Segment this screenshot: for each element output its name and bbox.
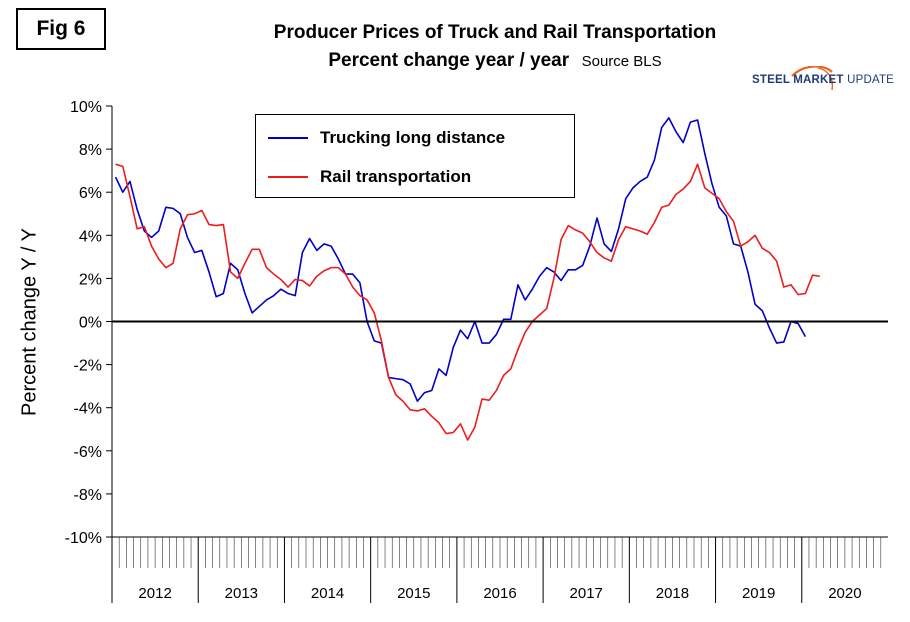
x-year-label: 2019 (742, 585, 775, 602)
series-line-rail (115, 163, 820, 441)
y-tick-label: -6% (74, 444, 102, 461)
x-year-label: 2017 (570, 585, 603, 602)
x-year-label: 2014 (311, 585, 344, 602)
legend-label-rail: Rail transportation (320, 167, 472, 186)
chart-subtitle: Percent change year / year (328, 50, 570, 71)
y-tick-label: 4% (79, 228, 102, 245)
x-axis-year-labels: 2012 2013 2014 2015 2016 2017 2018 2019 2020 (138, 585, 861, 602)
logo-text: STEEL MARKET UPDATE (752, 74, 894, 86)
y-tick-label: -8% (74, 487, 102, 504)
y-tick-label: 8% (79, 142, 102, 159)
y-axis (106, 105, 112, 538)
x-year-label: 2012 (138, 585, 171, 602)
legend-label-trucking: Trucking long distance (320, 128, 506, 147)
logo-steel: STEEL (752, 74, 790, 86)
y-axis-labels: 10% 8% 6% 4% 2% 0% -2% -4% -6% -8% -10% (65, 99, 102, 547)
y-axis-title: Percent change Y / Y (18, 228, 41, 416)
chart-source: Source BLS (581, 53, 662, 70)
y-tick-label: 2% (79, 271, 102, 288)
x-year-label: 2015 (397, 585, 430, 602)
logo-swoosh-icon (791, 66, 834, 91)
logo-update: UPDATE (847, 74, 895, 86)
y-tick-label: 6% (79, 185, 102, 202)
x-year-label: 2013 (225, 585, 258, 602)
logo-market: MARKET (793, 74, 844, 86)
legend-item-trucking: Trucking long distance (268, 126, 505, 150)
x-axis-ticks (112, 536, 888, 603)
y-tick-label: -10% (65, 530, 102, 547)
x-year-label: 2016 (483, 585, 516, 602)
y-tick-label: 0% (79, 315, 102, 332)
chart-subtitle-row: Percent change year / year Source BLS (180, 50, 810, 72)
legend-item-rail: Rail transportation (268, 165, 471, 189)
series-line-trucking (114, 117, 807, 403)
x-year-label: 2020 (828, 585, 861, 602)
legend-swatch-trucking (268, 137, 308, 139)
series-lines (114, 117, 820, 441)
legend-swatch-rail (268, 176, 308, 178)
x-year-label: 2018 (656, 585, 689, 602)
y-tick-label: -4% (74, 401, 102, 418)
y-tick-label: -2% (74, 358, 102, 375)
figure-badge: Fig 6 (16, 8, 106, 50)
chart-title: Producer Prices of Truck and Rail Transp… (273, 22, 717, 43)
legend: Trucking long distance Rail transportati… (255, 114, 575, 198)
steel-market-update-logo: STEEL MARKET UPDATE (752, 66, 894, 100)
y-tick-label: 10% (70, 99, 102, 116)
